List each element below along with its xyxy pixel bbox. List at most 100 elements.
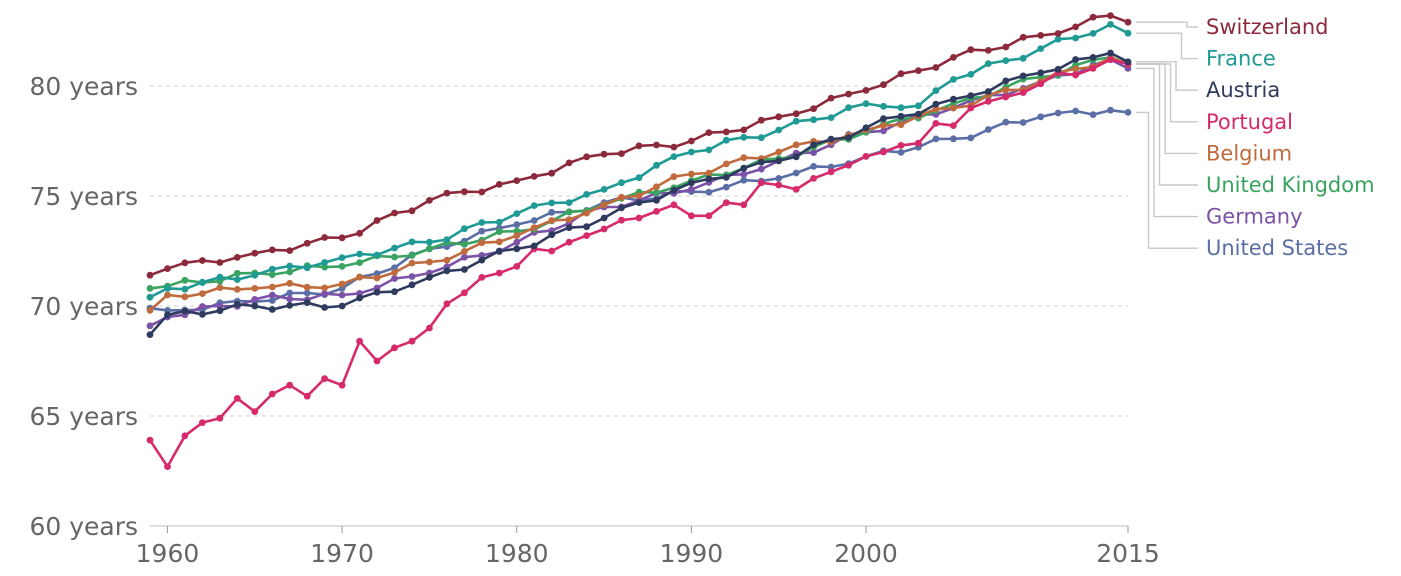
data-point: [356, 337, 363, 345]
data-point: [1124, 109, 1132, 116]
data-point: [233, 254, 241, 261]
data-point: [461, 248, 468, 255]
data-point: [792, 117, 800, 125]
x-tick-label: 2000: [834, 539, 898, 568]
data-point: [565, 216, 573, 224]
data-point: [548, 208, 556, 216]
data-point: [950, 135, 957, 143]
data-point: [932, 100, 940, 108]
data-point: [653, 196, 660, 204]
data-point: [356, 229, 363, 237]
data-point: [880, 102, 887, 110]
data-point: [164, 311, 171, 319]
y-tick-label: 80 years: [29, 72, 138, 101]
x-tick-label: 2015: [1096, 539, 1160, 568]
data-point: [653, 141, 660, 149]
data-point: [1002, 86, 1010, 94]
data-point: [1037, 69, 1045, 77]
data-point: [618, 179, 625, 187]
data-point: [530, 224, 538, 232]
data-point: [1019, 72, 1027, 80]
x-tick-label: 1980: [485, 539, 549, 568]
legend-label: Switzerland: [1206, 15, 1329, 39]
data-point: [775, 157, 783, 165]
data-point: [932, 87, 940, 94]
data-point: [513, 232, 521, 240]
data-point: [338, 263, 346, 270]
data-point: [740, 170, 748, 178]
data-point: [548, 247, 556, 255]
data-point: [268, 246, 276, 254]
data-point: [845, 104, 852, 112]
data-point: [495, 247, 503, 255]
data-point: [530, 173, 538, 180]
series-line: [149, 108, 1129, 312]
data-point: [600, 214, 608, 222]
data-point: [792, 141, 800, 149]
data-point: [1107, 12, 1114, 19]
data-point: [897, 121, 905, 129]
data-point: [199, 290, 206, 297]
data-point: [950, 95, 957, 103]
data-point: [792, 169, 800, 177]
data-point: [233, 395, 241, 402]
gridlines: [150, 85, 1128, 417]
data-point: [1124, 29, 1132, 37]
data-point: [373, 217, 381, 224]
data-point: [1072, 71, 1079, 79]
data-point: [932, 105, 940, 113]
data-point: [530, 242, 538, 250]
legend-label: France: [1206, 47, 1276, 71]
data-point: [1037, 32, 1045, 39]
legend-connector: [1136, 67, 1198, 218]
data-point: [705, 146, 713, 154]
data-point: [688, 137, 695, 145]
data-point: [827, 135, 835, 143]
data-point: [181, 259, 189, 267]
data-point: [705, 169, 713, 177]
data-point: [932, 64, 940, 71]
data-point: [1072, 23, 1079, 31]
data-point: [391, 253, 398, 261]
data-point: [321, 234, 328, 241]
data-point: [827, 163, 835, 171]
data-point: [443, 267, 451, 275]
y-tick-label: 65 years: [29, 402, 138, 431]
data-point: [880, 115, 887, 122]
data-point: [181, 285, 189, 293]
data-point: [862, 87, 870, 94]
data-point: [1072, 65, 1079, 73]
data-point: [915, 67, 922, 74]
data-point: [897, 112, 905, 120]
data-point: [321, 304, 328, 311]
data-point: [251, 249, 259, 257]
data-point: [1002, 77, 1010, 85]
data-point: [1054, 65, 1062, 73]
data-point: [1002, 93, 1010, 101]
data-point: [495, 228, 503, 236]
data-point: [216, 259, 224, 266]
data-point: [321, 284, 328, 292]
data-point: [1054, 35, 1062, 43]
data-point: [670, 143, 678, 151]
data-point: [408, 207, 416, 215]
data-point: [1037, 80, 1045, 88]
data-point: [827, 94, 835, 102]
data-point: [495, 218, 503, 226]
y-tick-label: 75 years: [29, 182, 138, 211]
data-point: [635, 214, 643, 222]
data-point: [408, 252, 416, 259]
legend-label: Portugal: [1206, 110, 1293, 134]
data-point: [251, 285, 259, 292]
data-point: [688, 179, 695, 187]
data-point: [513, 245, 521, 253]
x-axis: 1960 1970 1980 1990 2000 2015: [136, 525, 1160, 568]
data-point: [635, 174, 643, 182]
data-point: [810, 163, 817, 170]
data-point: [740, 176, 748, 184]
y-axis: 60 years 65 years 70 years 75 years 80 years: [29, 72, 138, 541]
data-point: [146, 331, 154, 338]
data-point: [513, 221, 521, 229]
data-point: [1107, 49, 1114, 57]
data-point: [967, 92, 975, 99]
